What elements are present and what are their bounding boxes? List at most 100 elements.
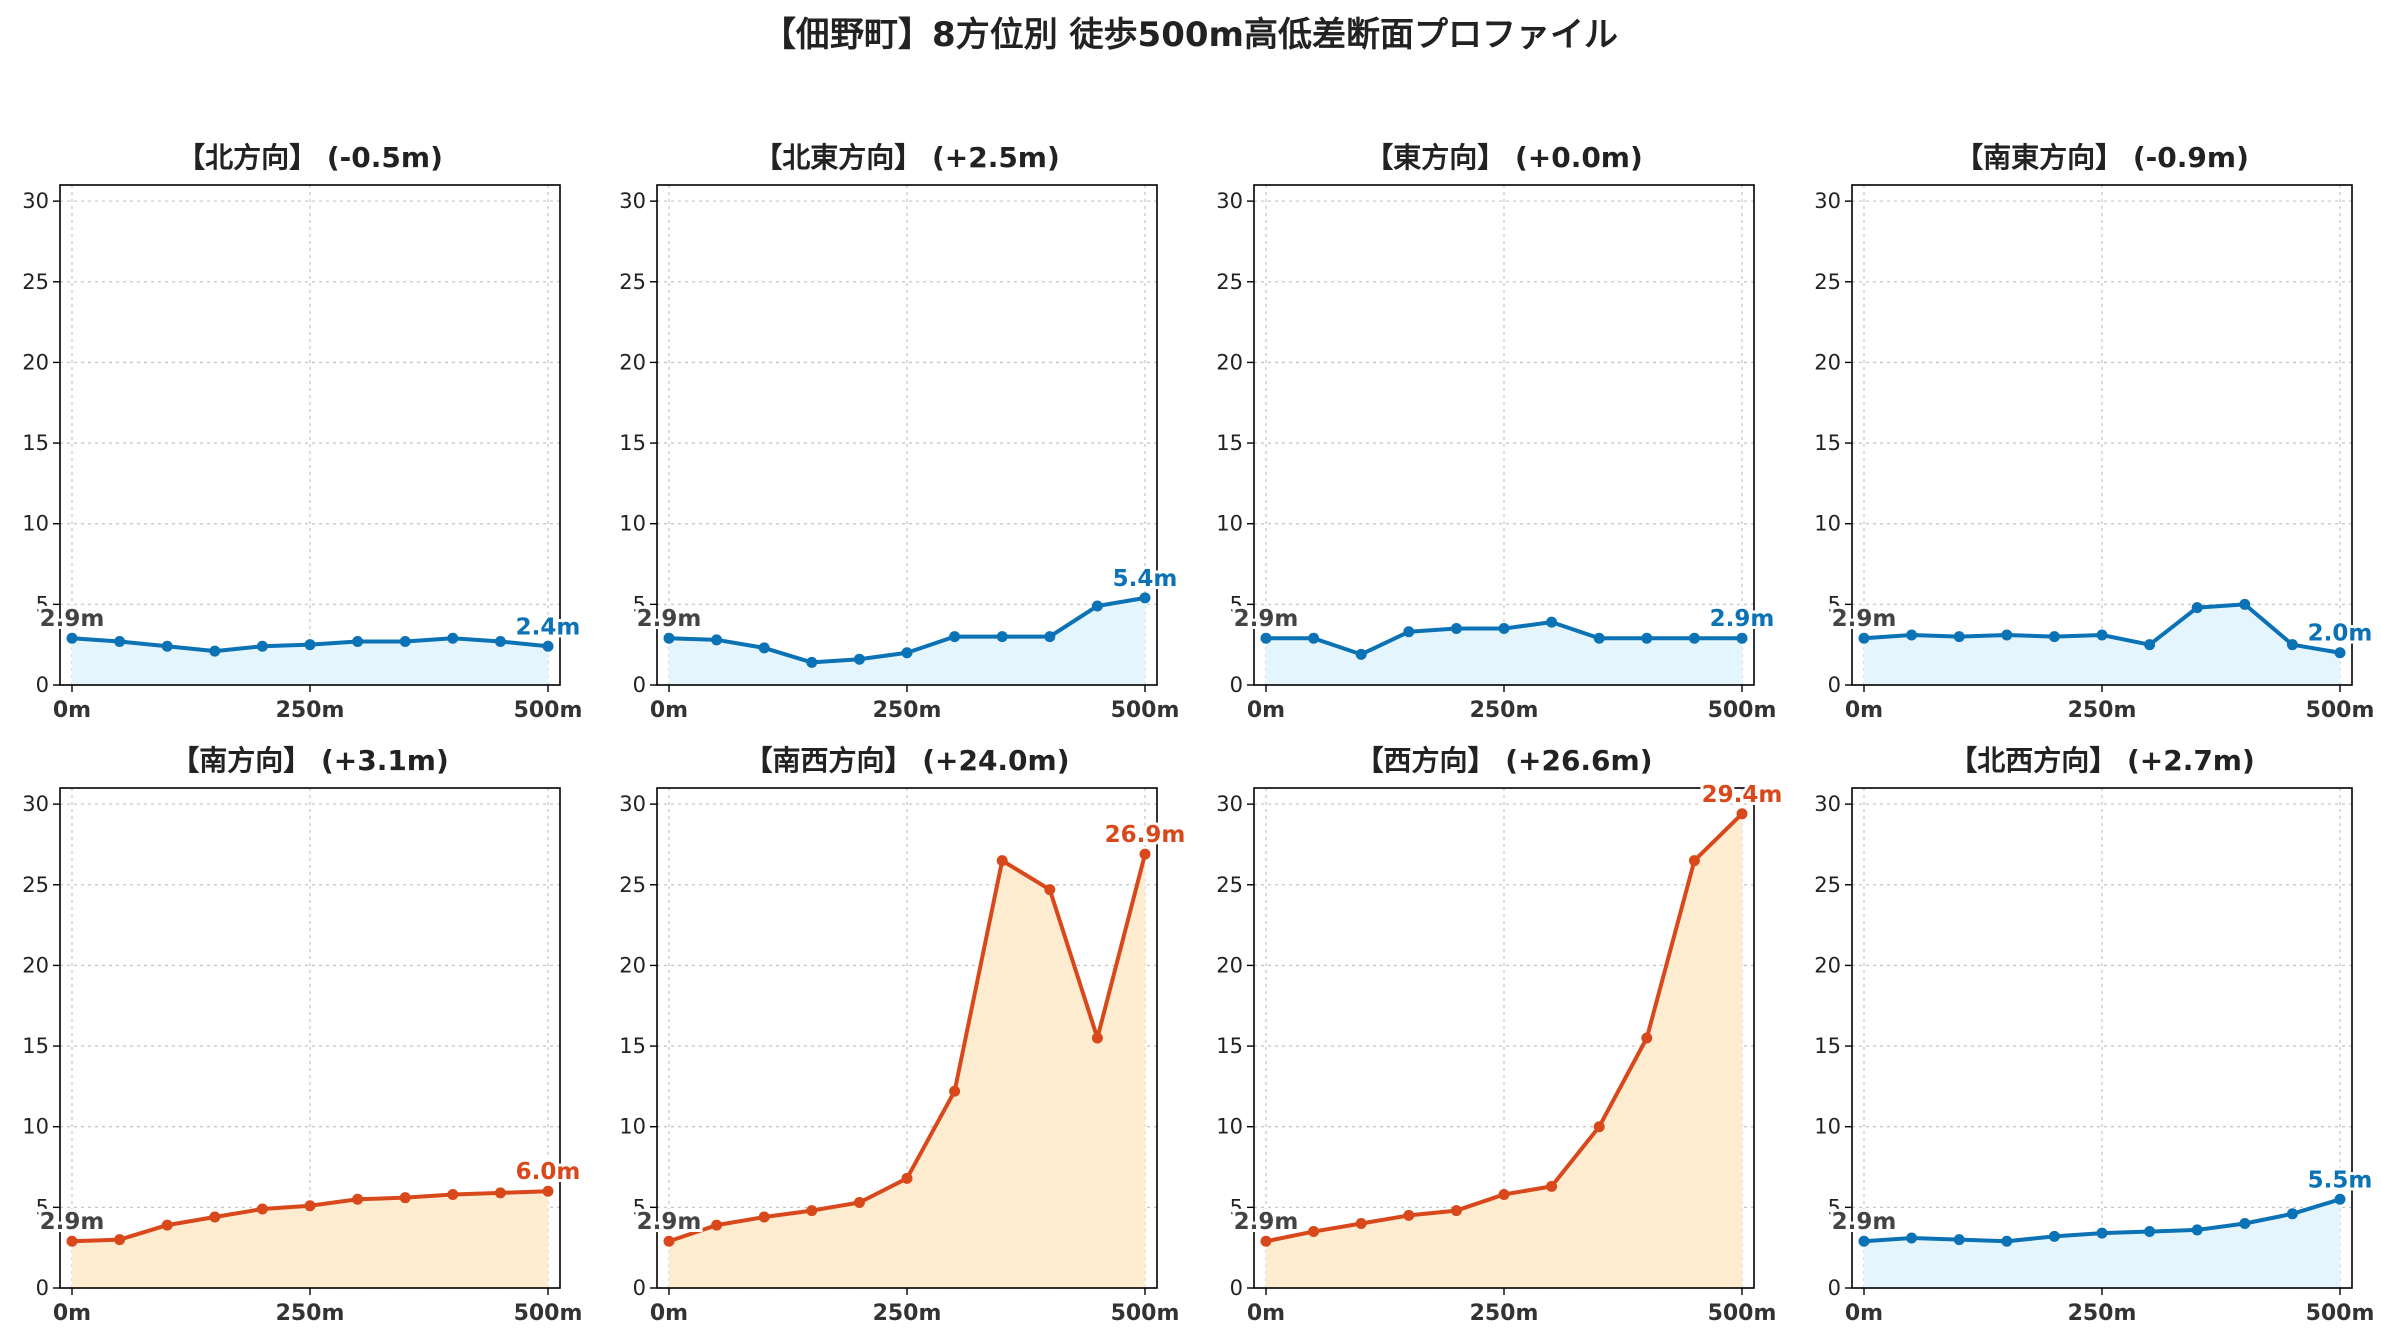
- y-tick-label: 30: [1814, 189, 1841, 213]
- elevation-point: [2144, 1226, 2156, 1238]
- y-tick-label: 15: [1216, 1034, 1243, 1058]
- elevation-point: [1736, 808, 1748, 820]
- elevation-point: [494, 635, 506, 647]
- elevation-point: [114, 635, 126, 647]
- elevation-point: [2144, 639, 2156, 651]
- y-tick-label: 25: [22, 270, 49, 294]
- x-tick-label: 0m: [1247, 698, 1285, 723]
- elevation-point: [1260, 1235, 1272, 1247]
- elevation-point: [1091, 1032, 1103, 1044]
- elevation-panel: 【南西方向】 (+24.0m) 0 5 10 15 20 25 30 0m 250m 500m 2.9…: [619, 744, 1188, 1326]
- y-tick-label: 20: [1216, 953, 1243, 977]
- elevation-point: [1308, 632, 1320, 644]
- elevation-point: [996, 855, 1008, 867]
- y-tick-label: 25: [1814, 270, 1841, 294]
- y-tick-label: 0: [1828, 673, 1841, 697]
- y-tick-label: 0: [1230, 673, 1243, 697]
- elevation-point: [1546, 1180, 1558, 1192]
- y-tick-label: 15: [1814, 431, 1841, 455]
- y-tick-label: 15: [1814, 1034, 1841, 1058]
- x-tick-label: 250m: [1470, 1301, 1539, 1326]
- elevation-point: [66, 1235, 78, 1247]
- y-tick-label: 5: [633, 1195, 646, 1219]
- end-elevation-label: 6.0m: [516, 1159, 581, 1185]
- y-tick-label: 0: [36, 1276, 49, 1300]
- y-tick-label: 5: [1230, 1195, 1243, 1219]
- elevation-area: [669, 854, 1145, 1288]
- elevation-panel: 【北東方向】 (+2.5m) 0 5 10 15 20 25 30 0m 250m 500m 2.9m…: [619, 141, 1180, 723]
- y-tick-label: 10: [1216, 1115, 1243, 1139]
- start-elevation-label: 2.9m: [637, 1209, 702, 1235]
- x-tick-label: 500m: [514, 698, 583, 723]
- y-tick-label: 10: [1814, 1115, 1841, 1139]
- panel-title: 【南東方向】 (-0.9m): [1955, 141, 2249, 174]
- elevation-point: [1858, 1235, 1870, 1247]
- end-elevation-label: 29.4m: [1702, 782, 1783, 808]
- y-tick-label: 0: [1828, 1276, 1841, 1300]
- elevation-area: [1864, 604, 2340, 685]
- elevation-point: [2048, 1230, 2060, 1242]
- y-tick-label: 20: [22, 350, 49, 374]
- x-tick-label: 500m: [514, 1301, 583, 1326]
- elevation-point: [2334, 1193, 2346, 1205]
- y-tick-label: 25: [619, 873, 646, 897]
- elevation-point: [161, 640, 173, 652]
- elevation-point: [1091, 600, 1103, 612]
- y-tick-label: 15: [22, 1034, 49, 1058]
- elevation-point: [447, 632, 459, 644]
- end-elevation-label: 5.4m: [1113, 566, 1178, 592]
- elevation-point: [1044, 884, 1056, 896]
- elevation-panel: 【西方向】 (+26.6m) 0 5 10 15 20 25 30 0m 250m 500m 2.9m…: [1216, 744, 1785, 1326]
- y-tick-label: 5: [1828, 592, 1841, 616]
- x-tick-label: 0m: [650, 1301, 688, 1326]
- elevation-point: [352, 1193, 364, 1205]
- x-tick-label: 500m: [1708, 698, 1777, 723]
- elevation-point: [901, 1172, 913, 1184]
- y-tick-label: 5: [633, 592, 646, 616]
- y-tick-label: 0: [36, 673, 49, 697]
- x-tick-label: 0m: [1247, 1301, 1285, 1326]
- elevation-point: [901, 647, 913, 659]
- plot-frame: [59, 184, 561, 686]
- y-tick-label: 25: [1814, 873, 1841, 897]
- elevation-point: [949, 631, 961, 643]
- y-tick-label: 20: [619, 953, 646, 977]
- y-tick-label: 30: [1216, 189, 1243, 213]
- elevation-point: [806, 656, 818, 668]
- elevation-point: [256, 1203, 268, 1215]
- y-tick-label: 5: [36, 1195, 49, 1219]
- y-tick-label: 10: [22, 1115, 49, 1139]
- start-elevation-label: 2.9m: [40, 1209, 105, 1235]
- x-tick-label: 250m: [276, 1301, 345, 1326]
- elevation-area: [1864, 1199, 2340, 1288]
- panel-title: 【南方向】 (+3.1m): [171, 744, 449, 777]
- start-elevation-label: 2.9m: [1234, 1209, 1299, 1235]
- y-tick-label: 30: [619, 189, 646, 213]
- y-tick-label: 0: [1230, 1276, 1243, 1300]
- x-tick-label: 250m: [873, 698, 942, 723]
- elevation-point: [1641, 632, 1653, 644]
- elevation-point: [1906, 1232, 1918, 1244]
- elevation-point: [2001, 629, 2013, 641]
- elevation-point: [1450, 1205, 1462, 1217]
- y-tick-label: 20: [1814, 350, 1841, 374]
- x-tick-label: 250m: [276, 698, 345, 723]
- elevation-point: [2048, 631, 2060, 643]
- elevation-area: [669, 597, 1145, 685]
- elevation-point: [304, 1200, 316, 1212]
- y-tick-label: 30: [22, 189, 49, 213]
- x-tick-label: 250m: [1470, 698, 1539, 723]
- elevation-point: [1403, 626, 1415, 638]
- x-tick-label: 0m: [650, 698, 688, 723]
- y-tick-label: 15: [1216, 431, 1243, 455]
- panel-title: 【南西方向】 (+24.0m): [744, 744, 1069, 777]
- end-elevation-label: 2.4m: [516, 614, 581, 640]
- plot-frame: [656, 184, 1158, 686]
- x-tick-label: 0m: [1845, 1301, 1883, 1326]
- y-tick-label: 10: [1216, 512, 1243, 536]
- elevation-point: [2239, 598, 2251, 610]
- x-tick-label: 500m: [2306, 698, 2375, 723]
- y-tick-label: 10: [619, 1115, 646, 1139]
- end-elevation-label: 2.9m: [1710, 606, 1775, 632]
- plot-frame: [1851, 184, 2353, 686]
